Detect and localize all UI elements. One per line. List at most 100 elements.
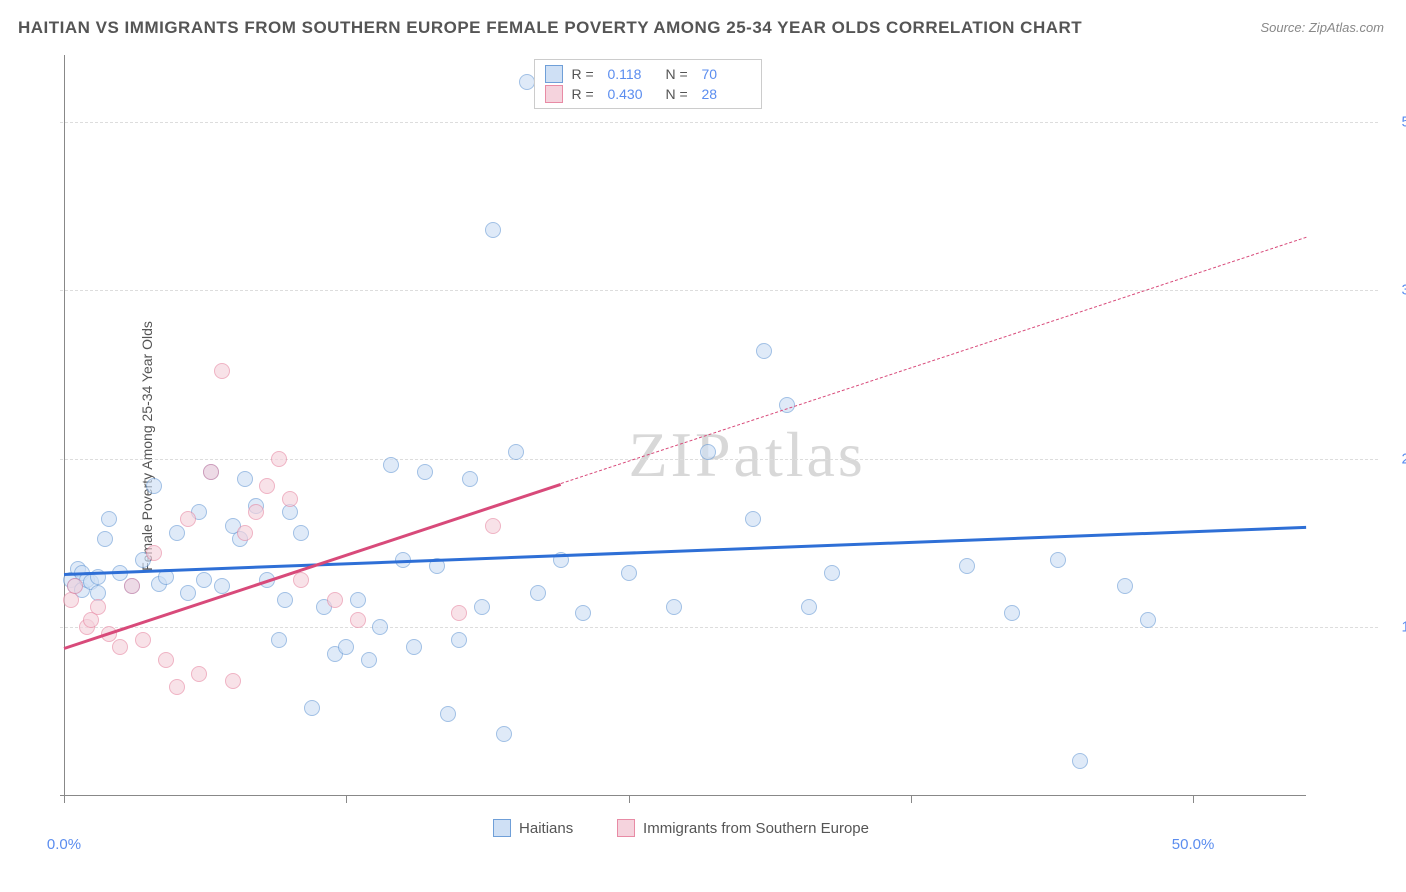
data-point: [406, 639, 422, 655]
x-tick: [346, 795, 347, 803]
x-axis: [60, 795, 1306, 796]
data-point: [700, 444, 716, 460]
data-point: [203, 464, 219, 480]
data-point: [304, 700, 320, 716]
x-tick: [64, 795, 65, 803]
data-point: [135, 632, 151, 648]
legend-n-label: N =: [665, 66, 693, 82]
gridline: [60, 122, 1378, 123]
data-point: [530, 585, 546, 601]
y-tick-label: 25.0%: [1401, 450, 1406, 467]
data-point: [666, 599, 682, 615]
data-point: [496, 726, 512, 742]
data-point: [485, 222, 501, 238]
legend-r-value: 0.118: [607, 66, 657, 82]
data-point: [327, 592, 343, 608]
y-axis: [64, 55, 65, 795]
legend-swatch: [545, 85, 563, 103]
data-point: [271, 451, 287, 467]
legend-correlation: R = 0.118 N = 70R = 0.430 N = 28: [534, 59, 762, 109]
data-point: [745, 511, 761, 527]
data-point: [508, 444, 524, 460]
data-point: [169, 679, 185, 695]
y-tick-label: 12.5%: [1401, 618, 1406, 635]
data-point: [383, 457, 399, 473]
gridline: [60, 290, 1378, 291]
data-point: [824, 565, 840, 581]
data-point: [237, 471, 253, 487]
data-point: [67, 578, 83, 594]
data-point: [485, 518, 501, 534]
data-point: [519, 74, 535, 90]
legend-swatch: [493, 819, 511, 837]
data-point: [361, 652, 377, 668]
gridline: [60, 459, 1378, 460]
legend-label: Haitians: [519, 820, 573, 837]
x-tick: [629, 795, 630, 803]
data-point: [293, 525, 309, 541]
data-point: [350, 592, 366, 608]
data-point: [440, 706, 456, 722]
data-point: [225, 673, 241, 689]
data-point: [90, 599, 106, 615]
data-point: [101, 511, 117, 527]
gridline: [60, 627, 1378, 628]
legend-n-value: 28: [701, 86, 751, 102]
data-point: [1004, 605, 1020, 621]
legend-swatch: [545, 65, 563, 83]
data-point: [1072, 753, 1088, 769]
data-point: [575, 605, 591, 621]
data-point: [350, 612, 366, 628]
legend-row: R =0.430N =28: [545, 84, 751, 104]
data-point: [621, 565, 637, 581]
data-point: [1117, 578, 1133, 594]
data-point: [338, 639, 354, 655]
data-point: [1050, 552, 1066, 568]
legend-r-value: 0.430: [607, 86, 657, 102]
data-point: [959, 558, 975, 574]
data-point: [124, 578, 140, 594]
data-point: [372, 619, 388, 635]
legend-label: Immigrants from Southern Europe: [643, 820, 869, 837]
data-point: [801, 599, 817, 615]
data-point: [462, 471, 478, 487]
x-tick-label: 50.0%: [1172, 836, 1215, 853]
data-point: [451, 632, 467, 648]
y-tick-label: 50.0%: [1401, 114, 1406, 131]
source-label: Source: ZipAtlas.com: [1260, 20, 1384, 35]
data-point: [180, 585, 196, 601]
data-point: [293, 572, 309, 588]
legend-series: Haitians: [493, 819, 573, 837]
data-point: [417, 464, 433, 480]
x-tick: [1193, 795, 1194, 803]
data-point: [237, 525, 253, 541]
chart-title: HAITIAN VS IMMIGRANTS FROM SOUTHERN EURO…: [18, 18, 1082, 38]
scatter-plot: ZIPatlas 12.5%25.0%37.5%50.0%0.0%50.0%R …: [60, 55, 1378, 825]
data-point: [146, 478, 162, 494]
data-point: [248, 504, 264, 520]
data-point: [451, 605, 467, 621]
legend-series: Immigrants from Southern Europe: [617, 819, 869, 837]
data-point: [146, 545, 162, 561]
data-point: [474, 599, 490, 615]
legend-r-label: R =: [571, 66, 599, 82]
watermark: ZIPatlas: [629, 418, 866, 492]
legend-swatch: [617, 819, 635, 837]
data-point: [196, 572, 212, 588]
data-point: [277, 592, 293, 608]
data-point: [112, 639, 128, 655]
legend-n-label: N =: [665, 86, 693, 102]
data-point: [1140, 612, 1156, 628]
data-point: [97, 531, 113, 547]
trend-line: [561, 237, 1307, 484]
legend-n-value: 70: [701, 66, 751, 82]
legend-row: R = 0.118 N = 70: [545, 64, 751, 84]
x-tick: [911, 795, 912, 803]
data-point: [282, 491, 298, 507]
data-point: [169, 525, 185, 541]
data-point: [756, 343, 772, 359]
data-point: [214, 363, 230, 379]
data-point: [259, 478, 275, 494]
y-tick-label: 37.5%: [1401, 282, 1406, 299]
x-tick-label: 0.0%: [47, 836, 81, 853]
